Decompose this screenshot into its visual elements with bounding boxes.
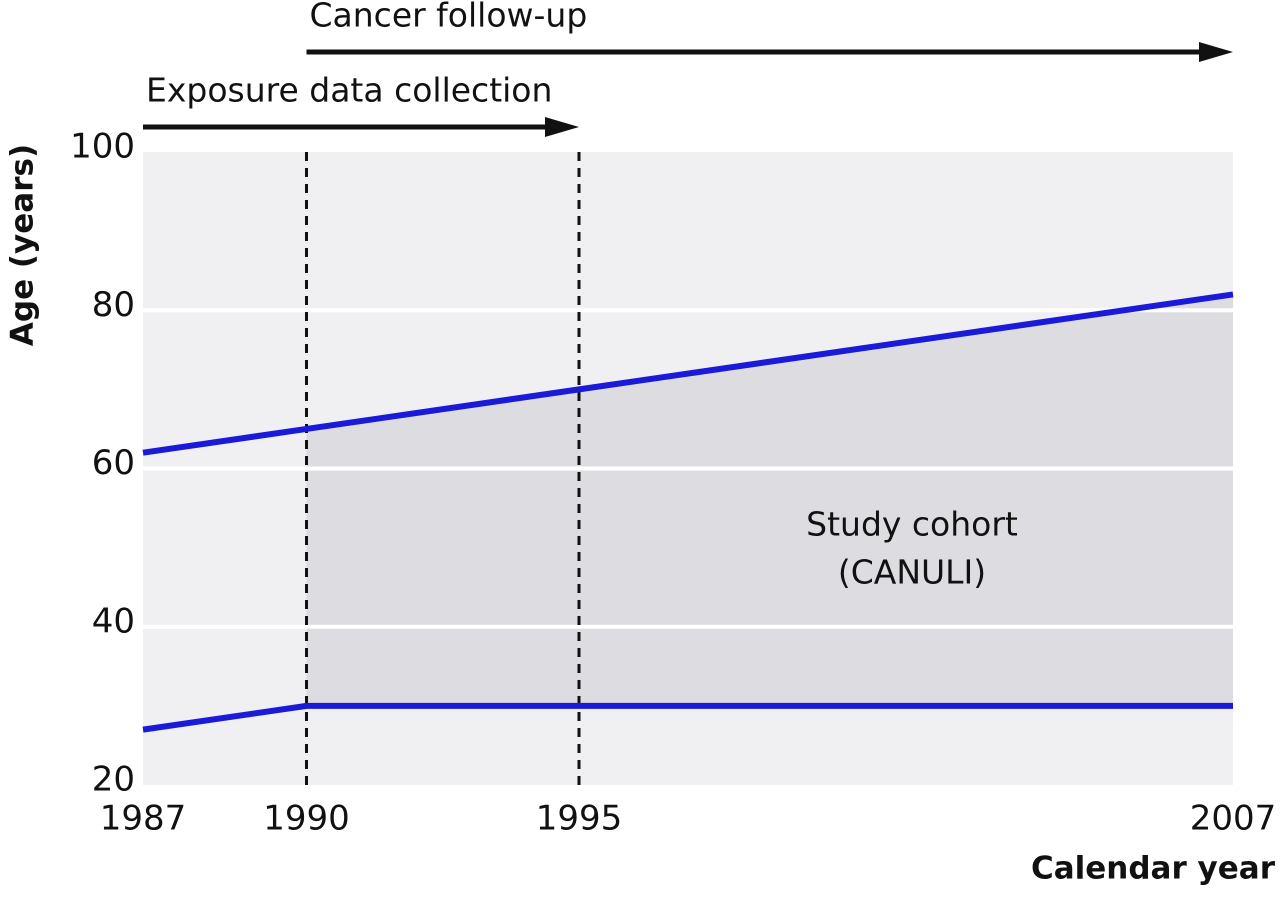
boundary-line (142, 291, 1234, 456)
period-label: Cancer follow-up (310, 0, 588, 35)
x-tick-label: 1990 (263, 799, 350, 839)
boundary-line (142, 702, 1233, 733)
y-tick-label: 80 (92, 285, 135, 325)
x-tick-label: 2007 (1190, 799, 1277, 839)
y-tick-label: 40 (92, 601, 135, 641)
y-tick-label: 60 (92, 443, 135, 483)
region-label: (CANULI) (838, 553, 986, 592)
arrow-head (1199, 42, 1233, 62)
y-tick-label: 100 (70, 127, 135, 167)
y-tick-label: 20 (92, 760, 135, 800)
x-tick-label: 1995 (536, 799, 623, 839)
region-label: Study cohort (806, 505, 1018, 544)
x-tick-label: 1987 (100, 799, 187, 839)
y-axis-label: Age (years) (5, 144, 41, 346)
x-axis-label: Calendar year (1031, 851, 1276, 887)
period-label: Exposure data collection (146, 71, 552, 110)
arrow-head (545, 117, 579, 137)
